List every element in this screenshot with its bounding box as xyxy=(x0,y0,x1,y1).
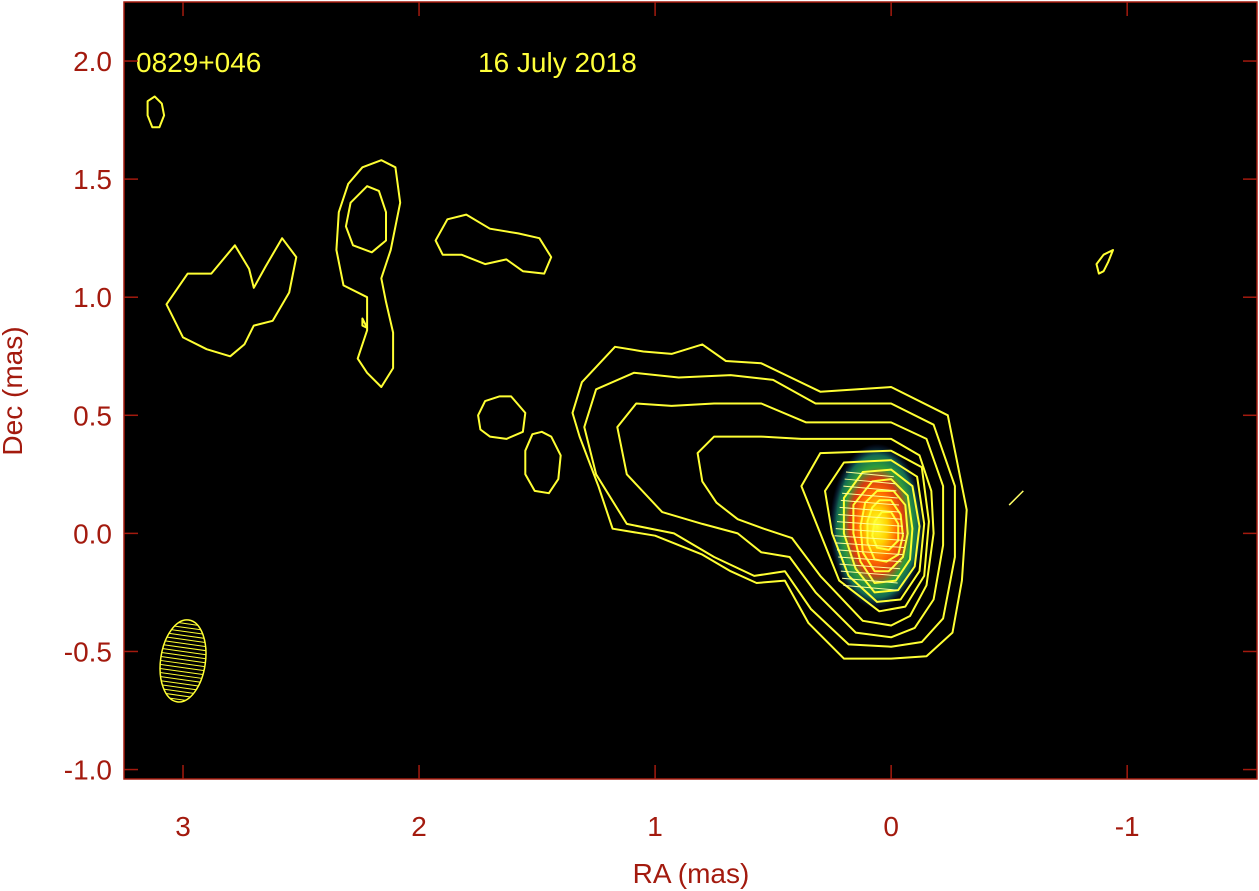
polarization-vector xyxy=(840,570,899,577)
x-tick-label: 2 xyxy=(411,811,427,842)
beam-hatch-line xyxy=(163,636,209,644)
beam-hatch-line xyxy=(163,640,208,648)
polarization-vector xyxy=(838,513,902,520)
y-tick-label: 2.0 xyxy=(73,46,112,77)
x-tick-label: -1 xyxy=(1115,811,1140,842)
polarization-vector xyxy=(836,549,903,556)
beam-hatch-line xyxy=(160,655,206,664)
polarization-vector xyxy=(840,499,899,506)
contour-top-left-blob xyxy=(146,95,166,129)
jet-contour-level-8 xyxy=(852,478,914,584)
y-tick-label: 1.5 xyxy=(73,164,112,195)
plot-background xyxy=(124,2,1257,779)
beam-hatch-line xyxy=(159,667,204,676)
axis-layer: 3 2 1 0 -1 2.0 1.5 1.0 0.5 0.0 -0.5 -1.0 xyxy=(64,2,1257,842)
isolated-vector xyxy=(1008,490,1024,506)
polarization-vector xyxy=(842,577,898,584)
beam-hatch-line xyxy=(161,652,207,660)
beam-outline xyxy=(159,619,207,703)
beam-hatch-line xyxy=(158,671,204,680)
contour-tiny-dot xyxy=(361,317,369,329)
beam-hatch-line xyxy=(162,644,208,652)
jet-contour-level-5 xyxy=(800,449,930,613)
beam-hatch-line xyxy=(157,683,202,691)
observation-date-label: 16 July 2018 xyxy=(478,47,637,78)
jet-contour-level-4 xyxy=(696,435,935,627)
beam-hatch-line xyxy=(158,675,203,684)
x-tick-label: 1 xyxy=(647,811,663,842)
y-tick-label: 1.0 xyxy=(73,282,112,313)
contour-lower-middle-blob xyxy=(524,430,562,495)
jet-contour-level-11 xyxy=(871,511,900,551)
y-tick-label: -0.5 xyxy=(64,636,112,667)
y-tick-label: 0.5 xyxy=(73,400,112,431)
x-tick-label: 3 xyxy=(175,811,191,842)
y-axis-title: Dec (mas) xyxy=(0,326,28,455)
polarization-vector xyxy=(839,563,901,570)
beam-hatch-line xyxy=(157,679,203,687)
polarization-vectors xyxy=(834,471,906,591)
annotation-layer: 0829+046 16 July 2018 xyxy=(136,47,637,78)
polarization-vector xyxy=(835,542,905,549)
jet-contour-level-9 xyxy=(859,489,909,573)
contour-upper-middle-inner xyxy=(344,185,387,254)
y-tick-label: 0.0 xyxy=(73,518,112,549)
plot-frame xyxy=(123,1,1258,780)
contour-layer xyxy=(146,95,1114,703)
polarization-vector xyxy=(836,521,903,527)
polarization-vector xyxy=(845,471,894,478)
x-axis-title: RA (mas) xyxy=(633,858,750,889)
x-tick-label: 0 xyxy=(883,811,899,842)
polarization-vector xyxy=(838,556,902,563)
y-tick-label: -1.0 xyxy=(64,755,112,786)
beam-hatch-line xyxy=(164,632,209,640)
jet-contour-level-1 xyxy=(571,343,968,660)
contour-right-blob xyxy=(1095,249,1114,275)
contour-upper-middle-outer xyxy=(335,159,402,388)
beam-hatch-line xyxy=(159,663,205,672)
jet-contour-level-6 xyxy=(824,459,926,603)
contour-middle-blob xyxy=(477,395,527,440)
beam-hatch-line xyxy=(162,648,207,656)
polarization-vector xyxy=(842,492,898,499)
polarization-vector xyxy=(835,528,905,534)
polarization-vector xyxy=(843,485,897,492)
source-name-label: 0829+046 xyxy=(136,47,261,78)
contour-left-blob xyxy=(165,237,298,358)
jet-contour-level-3 xyxy=(616,402,945,639)
polarization-vector xyxy=(843,584,897,591)
polarization-vector xyxy=(844,478,896,485)
beam-hatch-line xyxy=(160,659,205,668)
contour-upper-right-blob xyxy=(434,213,553,275)
polarization-vector xyxy=(834,535,906,541)
jet-contour-level-2 xyxy=(583,371,956,648)
polarization-vector xyxy=(839,506,901,513)
